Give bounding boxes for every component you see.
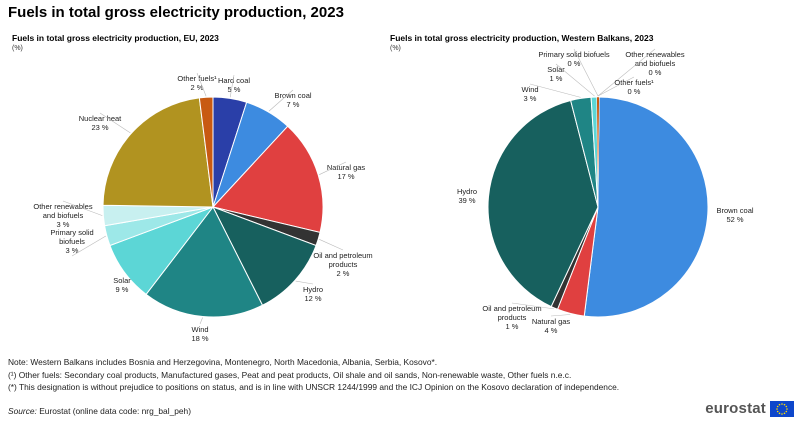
wb-slice-other-fuels (596, 96, 600, 208)
eu-leader-other-renewables-and-biofuels (62, 200, 103, 216)
eu-label-oil-and-petroleum-products: Oil and petroleum products 2 % (313, 251, 372, 278)
eu-flag-icon (770, 400, 794, 417)
eu-chart-unit: (%) (12, 45, 23, 52)
wb-leader-other-renewables-and-biofuels (597, 48, 656, 97)
eu-label-hard-coal: Hard coal 5 % (218, 76, 250, 94)
wb-leader-other-fuels (597, 76, 635, 97)
eu-label-nuclear-heat: Nuclear heat 23 % (79, 114, 122, 132)
eu-leader-natural-gas (319, 161, 347, 175)
wb-pie: Brown coal 52 % Natural gas 4 %Oil and petr… (457, 48, 754, 335)
wb-slice-hydro (487, 99, 599, 308)
wb-label-other-renewables-and-biofuels: Other renewables and biofuels 0 % (625, 50, 684, 77)
eu-label-hydro: Hydro 12 % (303, 285, 323, 303)
note-other-fuels: (¹) Other fuels: Secondary coal products… (8, 370, 572, 380)
source-text: Eurostat (online data code: nrg_bal_peh) (36, 406, 191, 416)
wb-label-brown-coal: Brown coal 52 % (716, 206, 753, 224)
wb-slice-brown-coal (583, 96, 709, 318)
eu-leader-hard-coal (229, 74, 235, 98)
note-kosovo: (*) This designation is without prejudic… (8, 382, 620, 392)
source-label: Source: (8, 406, 37, 416)
eu-leader-wind (199, 317, 203, 325)
eu-leader-oil-and-petroleum-products (319, 239, 344, 251)
eu-label-wind: Wind 18 % (191, 325, 208, 343)
wb-label-hydro: Hydro 39 % (457, 187, 477, 205)
eurostat-logo: eurostat (705, 400, 794, 417)
eu-slice-hydro (211, 206, 317, 306)
wb-leader-wind (529, 83, 581, 98)
eu-label-primary-solid-biofuels: Primary solid biofuels 3 % (50, 228, 93, 255)
eu-label-natural-gas: Natural gas 17 % (327, 163, 366, 181)
wb-chart-unit: (%) (390, 45, 401, 52)
wb-label-solar: Solar 1 % (547, 65, 565, 83)
eu-slice-other-fuels (198, 96, 214, 208)
source-line: Source: Eurostat (online data code: nrg_… (8, 406, 191, 417)
wb-leader-oil-and-petroleum-products (511, 302, 554, 310)
wb-label-other-fuels: Other fuels¹ 0 % (614, 78, 654, 96)
eu-leader-primary-solid-biofuels (71, 235, 107, 257)
page-title: Fuels in total gross electricity product… (8, 4, 344, 21)
wb-label-wind: Wind 3 % (521, 85, 538, 103)
eu-label-other-renewables-and-biofuels: Other renewables and biofuels 3 % (33, 202, 92, 229)
eu-leader-hydro (295, 280, 314, 285)
eu-leader-brown-coal (268, 89, 294, 112)
eu-label-other-fuels: Other fuels¹ 2 % (177, 74, 217, 92)
wb-leader-natural-gas (550, 314, 571, 317)
eu-slice-wind (145, 206, 264, 318)
eurostat-logo-text: eurostat (705, 400, 766, 417)
note-western-balkans: Note: Western Balkans includes Bosnia an… (8, 357, 438, 367)
wb-leader-solar (555, 63, 595, 97)
eu-pie: Hard coal 5 % Brown coal 7 % Natural gas 17 %… (33, 72, 373, 343)
eu-leader-nuclear-heat (99, 112, 131, 134)
eu-label-brown-coal: Brown coal 7 % (274, 91, 311, 109)
wb-leader-primary-solid-biofuels (573, 48, 599, 97)
eu-label-solar: Solar 9 % (113, 276, 131, 294)
eu-slice-natural-gas (212, 125, 324, 234)
wb-chart-title: Fuels in total gross electricity product… (390, 33, 654, 43)
wb-label-primary-solid-biofuels: Primary solid biofuels 0 % (538, 50, 610, 68)
eu-slice-nuclear-heat (102, 97, 214, 208)
wb-label-natural-gas: Natural gas 4 % (532, 317, 571, 335)
eu-leader-other-fuels (196, 72, 207, 97)
wb-label-oil-and-petroleum-products: Oil and petroleum products 1 % (482, 304, 541, 331)
eu-chart-title: Fuels in total gross electricity product… (12, 33, 219, 43)
